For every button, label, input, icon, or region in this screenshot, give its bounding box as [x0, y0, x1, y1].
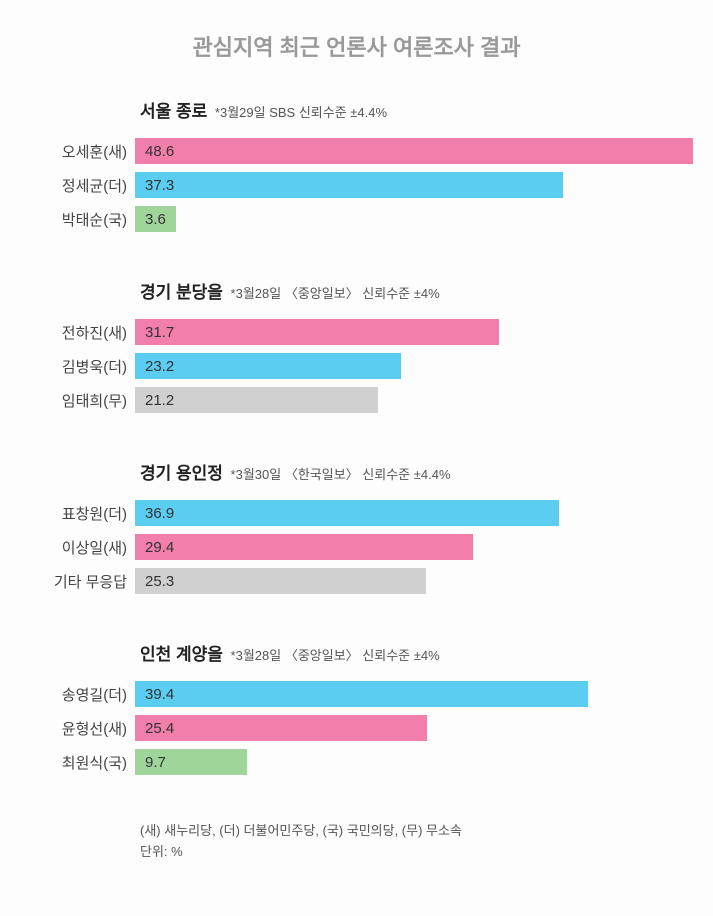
section-title: 서울 종로: [140, 102, 207, 121]
candidate-label: 전하진(새): [20, 322, 135, 343]
candidate-label: 표창원(더): [20, 503, 135, 524]
bar-track: 21.2: [135, 387, 693, 413]
bar-fill: 29.4: [135, 534, 473, 560]
candidate-label: 이상일(새): [20, 537, 135, 558]
poll-section: 서울 종로 *3월29일 SBS 신뢰수준 ±4.4% 오세훈(새) 48.6 정세균…: [20, 97, 693, 233]
bar-row: 이상일(새) 29.4: [20, 533, 693, 561]
poll-section: 경기 용인정 *3월30일 〈한국일보〉 신뢰수준 ±4.4% 표창원(더) 36.…: [20, 459, 693, 595]
bar-fill: 9.7: [135, 749, 247, 775]
bar-fill: 3.6: [135, 206, 176, 232]
candidate-label: 윤형선(새): [20, 718, 135, 739]
bar-value: 23.2: [145, 358, 174, 375]
section-meta: *3월30일 〈한국일보〉 신뢰수준 ±4.4%: [227, 467, 451, 482]
bar-fill: 21.2: [135, 387, 378, 413]
bar-value: 39.4: [145, 686, 174, 703]
page-title: 관심지역 최근 언론사 여론조사 결과: [20, 30, 693, 62]
bar-fill: 37.3: [135, 172, 563, 198]
bar-value: 9.7: [145, 754, 166, 771]
section-title: 인천 계양을: [140, 645, 223, 664]
bar-fill: 31.7: [135, 319, 499, 345]
candidate-label: 송영길(더): [20, 684, 135, 705]
section-title: 경기 용인정: [140, 464, 223, 483]
section-meta: *3월28일 〈중앙일보〉 신뢰수준 ±4%: [227, 286, 440, 301]
section-header: 인천 계양을 *3월28일 〈중앙일보〉 신뢰수준 ±4%: [20, 640, 693, 665]
bar-fill: 23.2: [135, 353, 401, 379]
bar-row: 최원식(국) 9.7: [20, 748, 693, 776]
bar-row: 박태순(국) 3.6: [20, 205, 693, 233]
poll-section: 인천 계양을 *3월28일 〈중앙일보〉 신뢰수준 ±4% 송영길(더) 39.4 윤…: [20, 640, 693, 776]
bar-row: 전하진(새) 31.7: [20, 318, 693, 346]
bar-value: 31.7: [145, 324, 174, 341]
bar-value: 48.6: [145, 143, 174, 160]
section-header: 경기 용인정 *3월30일 〈한국일보〉 신뢰수준 ±4.4%: [20, 459, 693, 484]
poll-section: 경기 분당을 *3월28일 〈중앙일보〉 신뢰수준 ±4% 전하진(새) 31.7 김…: [20, 278, 693, 414]
bar-fill: 25.4: [135, 715, 427, 741]
candidate-label: 임태희(무): [20, 390, 135, 411]
bar-row: 김병욱(더) 23.2: [20, 352, 693, 380]
candidate-label: 정세균(더): [20, 175, 135, 196]
bar-row: 정세균(더) 37.3: [20, 171, 693, 199]
bar-track: 36.9: [135, 500, 693, 526]
bar-fill: 36.9: [135, 500, 559, 526]
bar-track: 39.4: [135, 681, 693, 707]
bar-row: 송영길(더) 39.4: [20, 680, 693, 708]
bar-row: 표창원(더) 36.9: [20, 499, 693, 527]
bar-value: 21.2: [145, 392, 174, 409]
bar-track: 48.6: [135, 138, 693, 164]
section-title: 경기 분당을: [140, 283, 223, 302]
footer: (새) 새누리당, (더) 더불어민주당, (국) 국민의당, (무) 무소속 …: [20, 821, 693, 863]
bar-track: 37.3: [135, 172, 693, 198]
footer-unit: 단위: %: [140, 842, 693, 863]
bar-value: 25.3: [145, 573, 174, 590]
candidate-label: 기타 무응답: [20, 571, 135, 592]
bar-row: 기타 무응답 25.3: [20, 567, 693, 595]
bar-track: 31.7: [135, 319, 693, 345]
bar-row: 임태희(무) 21.2: [20, 386, 693, 414]
bar-track: 3.6: [135, 206, 693, 232]
section-meta: *3월28일 〈중앙일보〉 신뢰수준 ±4%: [227, 648, 440, 663]
candidate-label: 오세훈(새): [20, 141, 135, 162]
bar-fill: 48.6: [135, 138, 693, 164]
section-header: 서울 종로 *3월29일 SBS 신뢰수준 ±4.4%: [20, 97, 693, 122]
bar-row: 오세훈(새) 48.6: [20, 137, 693, 165]
sections-container: 서울 종로 *3월29일 SBS 신뢰수준 ±4.4% 오세훈(새) 48.6 정세균…: [20, 97, 693, 776]
bar-track: 23.2: [135, 353, 693, 379]
bar-value: 25.4: [145, 720, 174, 737]
bar-fill: 39.4: [135, 681, 588, 707]
bar-value: 36.9: [145, 505, 174, 522]
section-meta: *3월29일 SBS 신뢰수준 ±4.4%: [211, 105, 387, 120]
bar-value: 37.3: [145, 177, 174, 194]
candidate-label: 최원식(국): [20, 752, 135, 773]
bar-value: 29.4: [145, 539, 174, 556]
candidate-label: 김병욱(더): [20, 356, 135, 377]
footer-legend: (새) 새누리당, (더) 더불어민주당, (국) 국민의당, (무) 무소속: [140, 821, 693, 842]
bar-row: 윤형선(새) 25.4: [20, 714, 693, 742]
section-header: 경기 분당을 *3월28일 〈중앙일보〉 신뢰수준 ±4%: [20, 278, 693, 303]
bar-track: 25.4: [135, 715, 693, 741]
bar-track: 29.4: [135, 534, 693, 560]
bar-track: 25.3: [135, 568, 693, 594]
bar-track: 9.7: [135, 749, 693, 775]
candidate-label: 박태순(국): [20, 209, 135, 230]
bar-value: 3.6: [145, 211, 166, 228]
bar-fill: 25.3: [135, 568, 426, 594]
